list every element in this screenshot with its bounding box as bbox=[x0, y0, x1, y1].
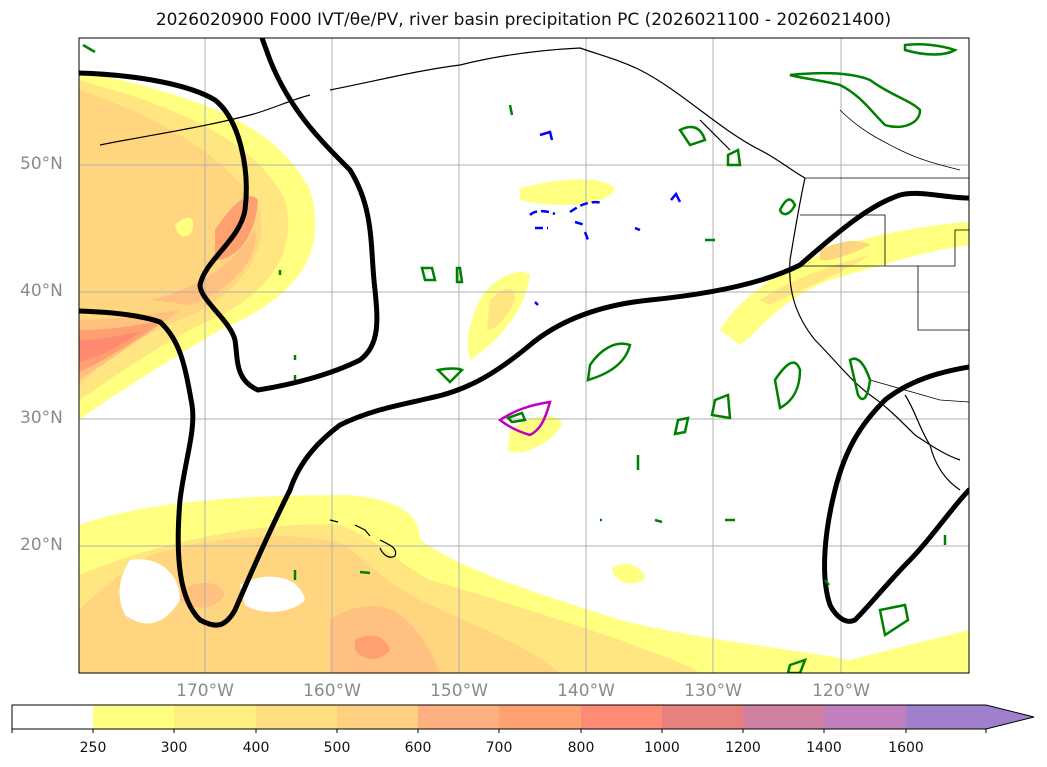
lat-label-50n: 50°N bbox=[20, 154, 63, 174]
lon-label-160w: 160°W bbox=[303, 681, 361, 701]
lat-label-30n: 30°N bbox=[20, 408, 63, 428]
lon-label-140w: 140°W bbox=[557, 681, 615, 701]
colorbar-tick-label: 800 bbox=[567, 740, 595, 756]
colorbar-tick-label: 700 bbox=[485, 740, 513, 756]
colorbar-tick-label: 250 bbox=[79, 740, 107, 756]
borders bbox=[800, 109, 969, 403]
pv-blue-contours bbox=[529, 130, 682, 306]
colorbar-tick-label: 400 bbox=[242, 740, 270, 756]
lat-label-40n: 40°N bbox=[20, 281, 63, 301]
colorbar-tick-label: 600 bbox=[404, 740, 432, 756]
chart-title: 2026020900 F000 IVT/θe/PV, river basin p… bbox=[155, 10, 892, 30]
lon-label-130w: 130°W bbox=[684, 681, 742, 701]
colorbar-tick-label: 500 bbox=[323, 740, 351, 756]
colorbar-tick-label: 1200 bbox=[725, 740, 761, 756]
lon-label-120w: 120°W bbox=[812, 681, 870, 701]
pv-magenta-contour bbox=[497, 400, 552, 437]
lon-label-150w: 150°W bbox=[430, 681, 488, 701]
colorbar-tick-label: 1600 bbox=[888, 740, 924, 756]
lat-label-20n: 20°N bbox=[20, 535, 63, 555]
colorbar-tick-label: 1400 bbox=[806, 740, 842, 756]
map-border bbox=[78, 37, 970, 674]
colorbar-tick-label: 1000 bbox=[644, 740, 680, 756]
theta-e-contours bbox=[79, 38, 969, 628]
colorbar bbox=[11, 704, 1035, 733]
colorbar-tick-label: 300 bbox=[160, 740, 188, 756]
ivt-shading bbox=[79, 70, 969, 673]
pv-green-contours bbox=[82, 42, 958, 673]
lon-label-170w: 170°W bbox=[176, 681, 234, 701]
